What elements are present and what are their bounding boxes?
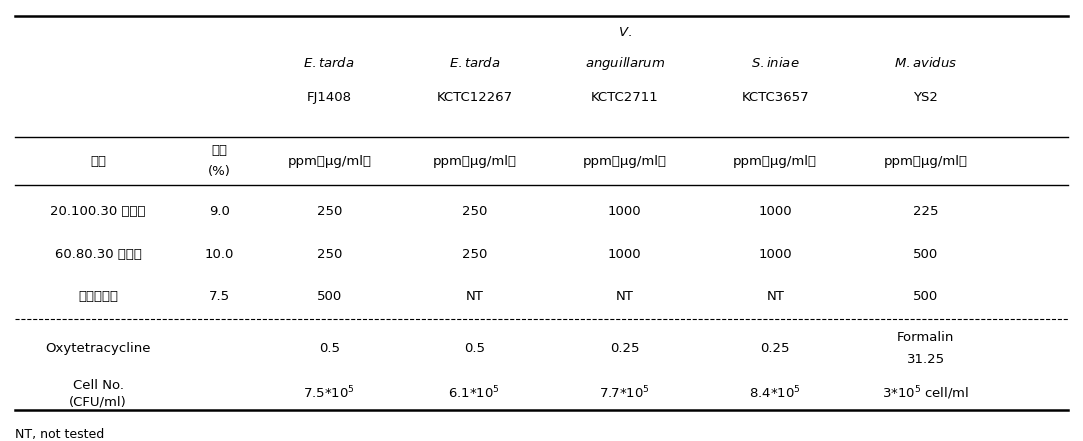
Text: $\it{M. avidus}$: $\it{M. avidus}$ — [895, 56, 957, 70]
Text: 수율: 수율 — [211, 144, 227, 157]
Text: NT: NT — [616, 290, 634, 303]
Text: 250: 250 — [316, 206, 342, 218]
Text: Oxytetracycline: Oxytetracycline — [45, 342, 151, 355]
Text: 31.25: 31.25 — [906, 353, 944, 366]
Text: KCTC3657: KCTC3657 — [742, 90, 809, 104]
Text: 225: 225 — [913, 206, 939, 218]
Text: ppm（μg/ml）: ppm（μg/ml） — [884, 154, 968, 168]
Text: 0.5: 0.5 — [318, 342, 340, 355]
Text: 250: 250 — [461, 206, 487, 218]
Text: 250: 250 — [316, 248, 342, 261]
Text: 500: 500 — [913, 248, 938, 261]
Text: $\it{E. tarda}$: $\it{E. tarda}$ — [303, 56, 355, 70]
Text: 0.25: 0.25 — [760, 342, 790, 355]
Text: 7.5*10$^5$: 7.5*10$^5$ — [303, 385, 355, 402]
Text: $\it{S. iniae}$: $\it{S. iniae}$ — [751, 56, 799, 70]
Text: 1000: 1000 — [758, 206, 792, 218]
Text: KCTC2711: KCTC2711 — [591, 90, 658, 104]
Text: 7.7*10$^5$: 7.7*10$^5$ — [600, 385, 650, 402]
Text: ppm（μg/ml）: ppm（μg/ml） — [432, 154, 517, 168]
Text: YS2: YS2 — [913, 90, 938, 104]
Text: 8.4*10$^5$: 8.4*10$^5$ — [749, 385, 801, 402]
Text: 20.100.30 추출물: 20.100.30 추출물 — [51, 206, 146, 218]
Text: 6.1*10$^5$: 6.1*10$^5$ — [448, 385, 500, 402]
Text: NT: NT — [767, 290, 784, 303]
Text: 1000: 1000 — [758, 248, 792, 261]
Text: Formalin: Formalin — [897, 331, 954, 344]
Text: Cell No.: Cell No. — [73, 380, 123, 392]
Text: 1000: 1000 — [608, 248, 641, 261]
Text: $\it{V.}$: $\it{V.}$ — [618, 26, 631, 39]
Text: 시료: 시료 — [90, 154, 106, 168]
Text: 열수추출물: 열수추출물 — [78, 290, 118, 303]
Text: 3*10$^5$ cell/ml: 3*10$^5$ cell/ml — [883, 385, 969, 402]
Text: FJ1408: FJ1408 — [306, 90, 352, 104]
Text: 0.5: 0.5 — [464, 342, 485, 355]
Text: NT: NT — [466, 290, 483, 303]
Text: 500: 500 — [913, 290, 938, 303]
Text: ppm（μg/ml）: ppm（μg/ml） — [583, 154, 667, 168]
Text: 60.80.30 추출물: 60.80.30 추출물 — [55, 248, 142, 261]
Text: 10.0: 10.0 — [205, 248, 234, 261]
Text: 9.0: 9.0 — [209, 206, 230, 218]
Text: $\it{anguillarum}$: $\it{anguillarum}$ — [585, 55, 665, 72]
Text: KCTC12267: KCTC12267 — [436, 90, 512, 104]
Text: 7.5: 7.5 — [209, 290, 230, 303]
Text: (CFU/ml): (CFU/ml) — [69, 396, 127, 409]
Text: 500: 500 — [316, 290, 342, 303]
Text: 0.25: 0.25 — [610, 342, 640, 355]
Text: 1000: 1000 — [608, 206, 641, 218]
Text: ppm（μg/ml）: ppm（μg/ml） — [733, 154, 818, 168]
Text: (%): (%) — [208, 165, 231, 178]
Text: NT, not tested: NT, not tested — [15, 428, 104, 441]
Text: $\it{E. tarda}$: $\it{E. tarda}$ — [448, 56, 500, 70]
Text: 250: 250 — [461, 248, 487, 261]
Text: ppm（μg/ml）: ppm（μg/ml） — [287, 154, 371, 168]
